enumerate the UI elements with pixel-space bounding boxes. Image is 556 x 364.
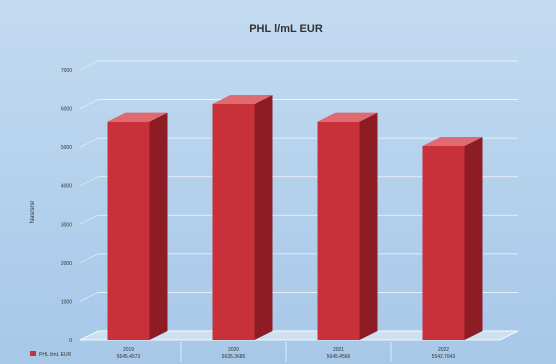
legend: PHL l/mL EUR bbox=[30, 351, 72, 358]
x-tick-label: 2020 bbox=[228, 347, 239, 353]
bar-front bbox=[317, 121, 360, 340]
y-tick-label: 1000 bbox=[61, 299, 72, 305]
legend-label: PHL l/mL EUR bbox=[39, 352, 72, 358]
gridline-depth bbox=[79, 253, 99, 264]
x-tick-label: 2019 bbox=[123, 347, 134, 353]
bar-top bbox=[107, 112, 168, 122]
y-ticks: 0 1000 2000 3000 4000 5000 6000 7000 bbox=[61, 68, 72, 344]
bar-top bbox=[212, 94, 273, 104]
y-tick-label: 4000 bbox=[61, 184, 72, 190]
bar bbox=[317, 112, 378, 340]
x-tick-sublabel: 5635.3685 bbox=[222, 354, 246, 360]
y-tick-label: 2000 bbox=[61, 261, 72, 267]
bar bbox=[107, 112, 168, 340]
gridline-depth bbox=[79, 292, 99, 302]
x-tick-label: 2021 bbox=[333, 347, 344, 353]
bar-side bbox=[359, 112, 378, 340]
bar-top bbox=[422, 136, 483, 146]
bar bbox=[422, 136, 483, 340]
gridline-depth bbox=[79, 99, 99, 109]
bar-side bbox=[254, 94, 273, 340]
y-tick-label: 5000 bbox=[61, 145, 72, 151]
bar-top bbox=[317, 112, 378, 122]
bar-side bbox=[149, 112, 168, 340]
y-tick-label: 0 bbox=[69, 338, 72, 344]
bar bbox=[212, 94, 273, 340]
x-tick-sublabel: 5645.4566 bbox=[327, 354, 351, 360]
y-axis-label: Nasrsrsr bbox=[30, 201, 36, 224]
grid bbox=[79, 60, 519, 341]
y-tick-label: 6000 bbox=[61, 107, 72, 113]
x-tick-label: 2022 bbox=[438, 347, 449, 353]
bar-front bbox=[422, 145, 465, 340]
x-tick-sublabel: 5542.7643 bbox=[432, 354, 456, 360]
legend-swatch bbox=[30, 351, 36, 356]
bar-front bbox=[212, 103, 255, 340]
x-tick-sublabel: 5645.4573 bbox=[117, 354, 141, 360]
chart-title: PHL l/mL EUR bbox=[249, 23, 323, 35]
bar-front bbox=[107, 121, 150, 340]
y-tick-label: 3000 bbox=[61, 222, 72, 228]
gridline-depth bbox=[79, 60, 99, 71]
y-tick-label: 7000 bbox=[61, 68, 72, 74]
chart-floor bbox=[79, 330, 519, 341]
gridline-depth bbox=[79, 137, 99, 148]
bars bbox=[107, 94, 483, 340]
gridline-depth bbox=[79, 176, 99, 186]
bar-side bbox=[464, 136, 483, 340]
gridline-depth bbox=[79, 215, 99, 225]
